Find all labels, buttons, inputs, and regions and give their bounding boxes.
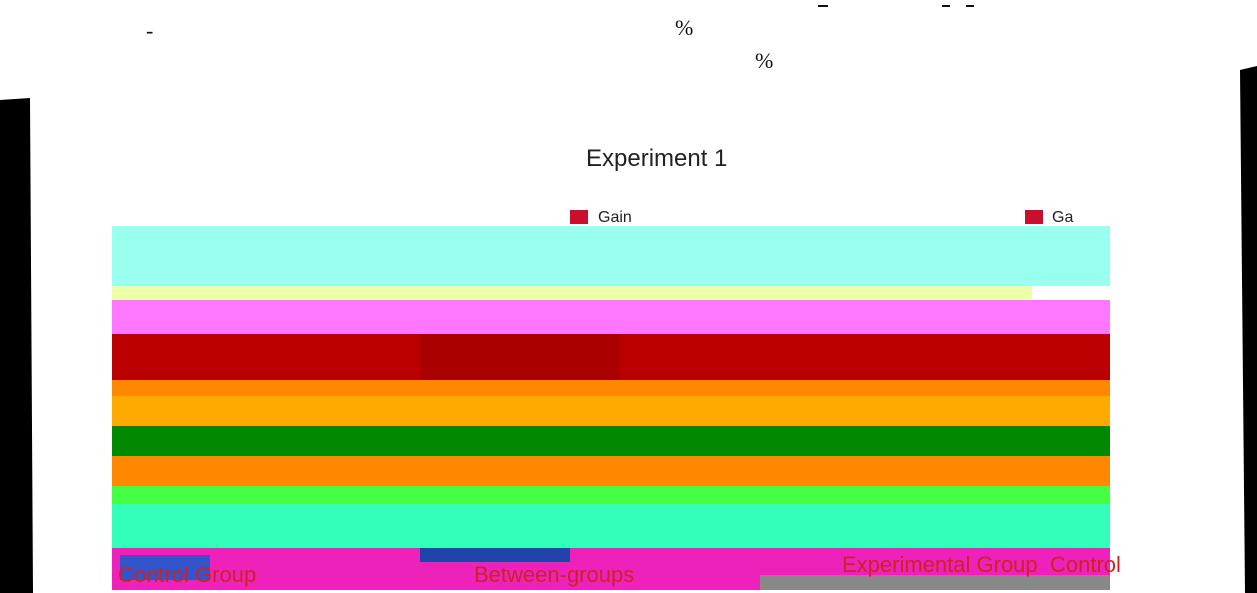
- glitch-band: [112, 300, 1110, 334]
- header-mark: %: [675, 15, 693, 41]
- glitch-band: [112, 426, 1110, 456]
- glitch-band: [420, 334, 620, 380]
- left-edge: [0, 98, 33, 593]
- legend-label: Ga: [1052, 209, 1073, 227]
- glitch-band: [112, 486, 1110, 504]
- glitch-band: [112, 286, 1032, 300]
- glitch-band: [112, 456, 1110, 486]
- legend-swatch: [570, 210, 588, 224]
- axis-label: Experimental Group: [842, 552, 1038, 578]
- glitch-band: [112, 380, 1110, 396]
- axis-label: Control: [1050, 552, 1121, 578]
- header-mark: -: [146, 18, 153, 44]
- axis-label: Control Group: [118, 562, 256, 588]
- figure-title: Experiment 1: [586, 145, 727, 173]
- legend-label: Gain: [598, 209, 632, 227]
- right-edge: [1240, 66, 1257, 593]
- glitch-band: [112, 504, 1110, 548]
- glitch-band: [420, 548, 570, 562]
- legend-swatch: [1025, 210, 1043, 224]
- axis-label: Between-groups: [474, 562, 634, 588]
- header-mark: %: [755, 48, 773, 74]
- glitch-band: [112, 226, 1110, 286]
- glitch-band: [112, 396, 1110, 426]
- page-frame: [0, 0, 1257, 593]
- screenshot: - % % Experiment 1 Gain Ga Control Group…: [0, 0, 1257, 593]
